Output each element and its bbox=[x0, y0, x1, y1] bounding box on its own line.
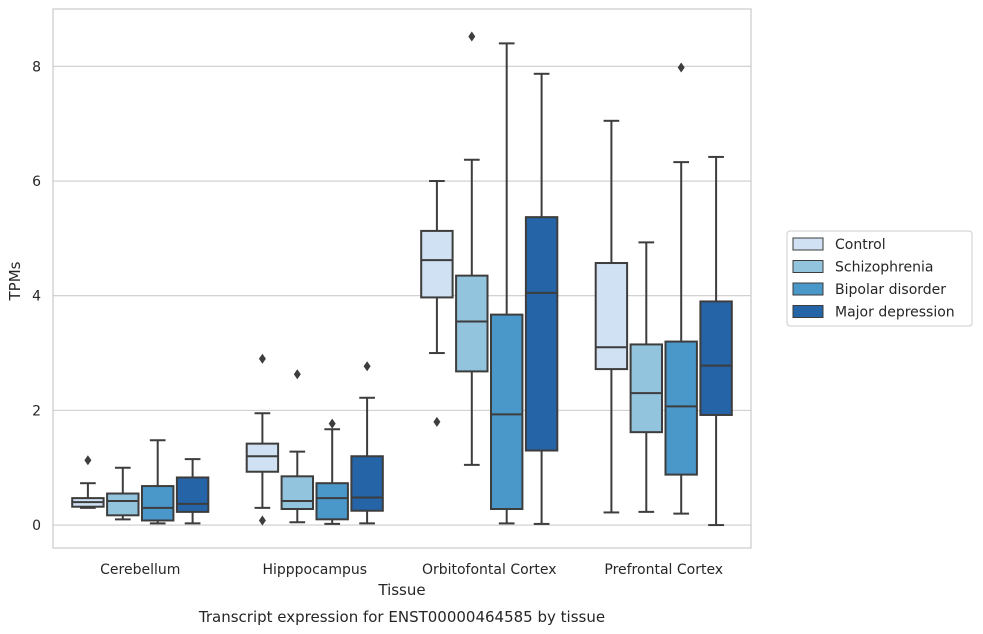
box-iqr bbox=[664, 340, 698, 476]
x-tick-label: Hipppocampus bbox=[262, 562, 367, 578]
box-group bbox=[140, 439, 175, 525]
box-group bbox=[175, 458, 210, 525]
box-iqr bbox=[140, 485, 175, 522]
box-group bbox=[420, 180, 454, 427]
box-group bbox=[489, 42, 524, 525]
outlier-point bbox=[677, 62, 685, 73]
box-iqr bbox=[455, 274, 489, 373]
outlier-point bbox=[293, 369, 301, 380]
box-group bbox=[594, 119, 629, 514]
outlier-point bbox=[258, 353, 266, 364]
box-iqr bbox=[699, 300, 733, 416]
legend-label: Schizophrenia bbox=[835, 260, 933, 276]
box-group bbox=[629, 241, 664, 513]
box-group bbox=[315, 418, 349, 525]
box-iqr bbox=[280, 475, 315, 511]
box-group bbox=[245, 353, 280, 526]
box-group bbox=[699, 155, 733, 527]
outlier-point bbox=[84, 455, 92, 466]
x-axis-title: Tissue bbox=[377, 581, 425, 599]
box-iqr bbox=[350, 455, 384, 512]
legend-frame bbox=[786, 230, 973, 327]
x-tick-label: Prefrontal Cortex bbox=[604, 562, 723, 578]
y-tick-label: 2 bbox=[32, 403, 41, 419]
outlier-point bbox=[363, 361, 371, 372]
box-iqr bbox=[175, 476, 210, 513]
box-iqr bbox=[106, 492, 140, 517]
y-axis-ticks: 0 2 4 6 8 bbox=[32, 59, 41, 534]
box-iqr bbox=[489, 313, 524, 511]
box-iqr bbox=[245, 442, 280, 473]
outlier-point bbox=[328, 418, 336, 429]
plot-frame bbox=[52, 8, 752, 549]
x-tick-label: Orbitofontal Cortex bbox=[422, 562, 557, 578]
x-tick-label: Cerebellum bbox=[100, 562, 180, 578]
y-axis-title: TPMs bbox=[6, 261, 24, 301]
legend-swatch bbox=[792, 237, 824, 251]
outlier-point bbox=[468, 31, 476, 42]
y-tick-label: 6 bbox=[32, 174, 41, 190]
box-iqr bbox=[420, 229, 454, 299]
y-tick-label: 8 bbox=[32, 59, 41, 75]
box-iqr bbox=[315, 482, 349, 521]
box-group bbox=[664, 62, 698, 515]
x-axis-ticks: Cerebellum Hipppocampus Orbitofontal Corte… bbox=[100, 562, 723, 578]
legend-swatch bbox=[792, 305, 824, 318]
legend-label: Major depression bbox=[835, 305, 955, 321]
box-iqr bbox=[594, 262, 629, 371]
box-iqr bbox=[524, 216, 559, 452]
legend-label: Control bbox=[835, 237, 886, 253]
box-plots bbox=[71, 31, 733, 527]
box-group bbox=[455, 31, 489, 466]
outlier-point bbox=[258, 515, 266, 526]
box-group bbox=[350, 361, 384, 525]
legend-swatch bbox=[792, 260, 824, 273]
legend: Control Schizophrenia Bipolar disorder Majo… bbox=[786, 230, 973, 327]
y-tick-label: 0 bbox=[32, 518, 41, 534]
box-group bbox=[106, 466, 140, 521]
legend-swatch bbox=[792, 282, 824, 296]
y-tick-label: 4 bbox=[32, 289, 41, 305]
chart-caption: Transcript expression for ENST0000046458… bbox=[198, 608, 605, 626]
box-group bbox=[71, 455, 105, 509]
box-group bbox=[280, 369, 315, 524]
box-iqr bbox=[629, 343, 664, 434]
outlier-point bbox=[433, 416, 441, 427]
legend-label: Bipolar disorder bbox=[835, 282, 946, 298]
box-group bbox=[524, 72, 559, 525]
